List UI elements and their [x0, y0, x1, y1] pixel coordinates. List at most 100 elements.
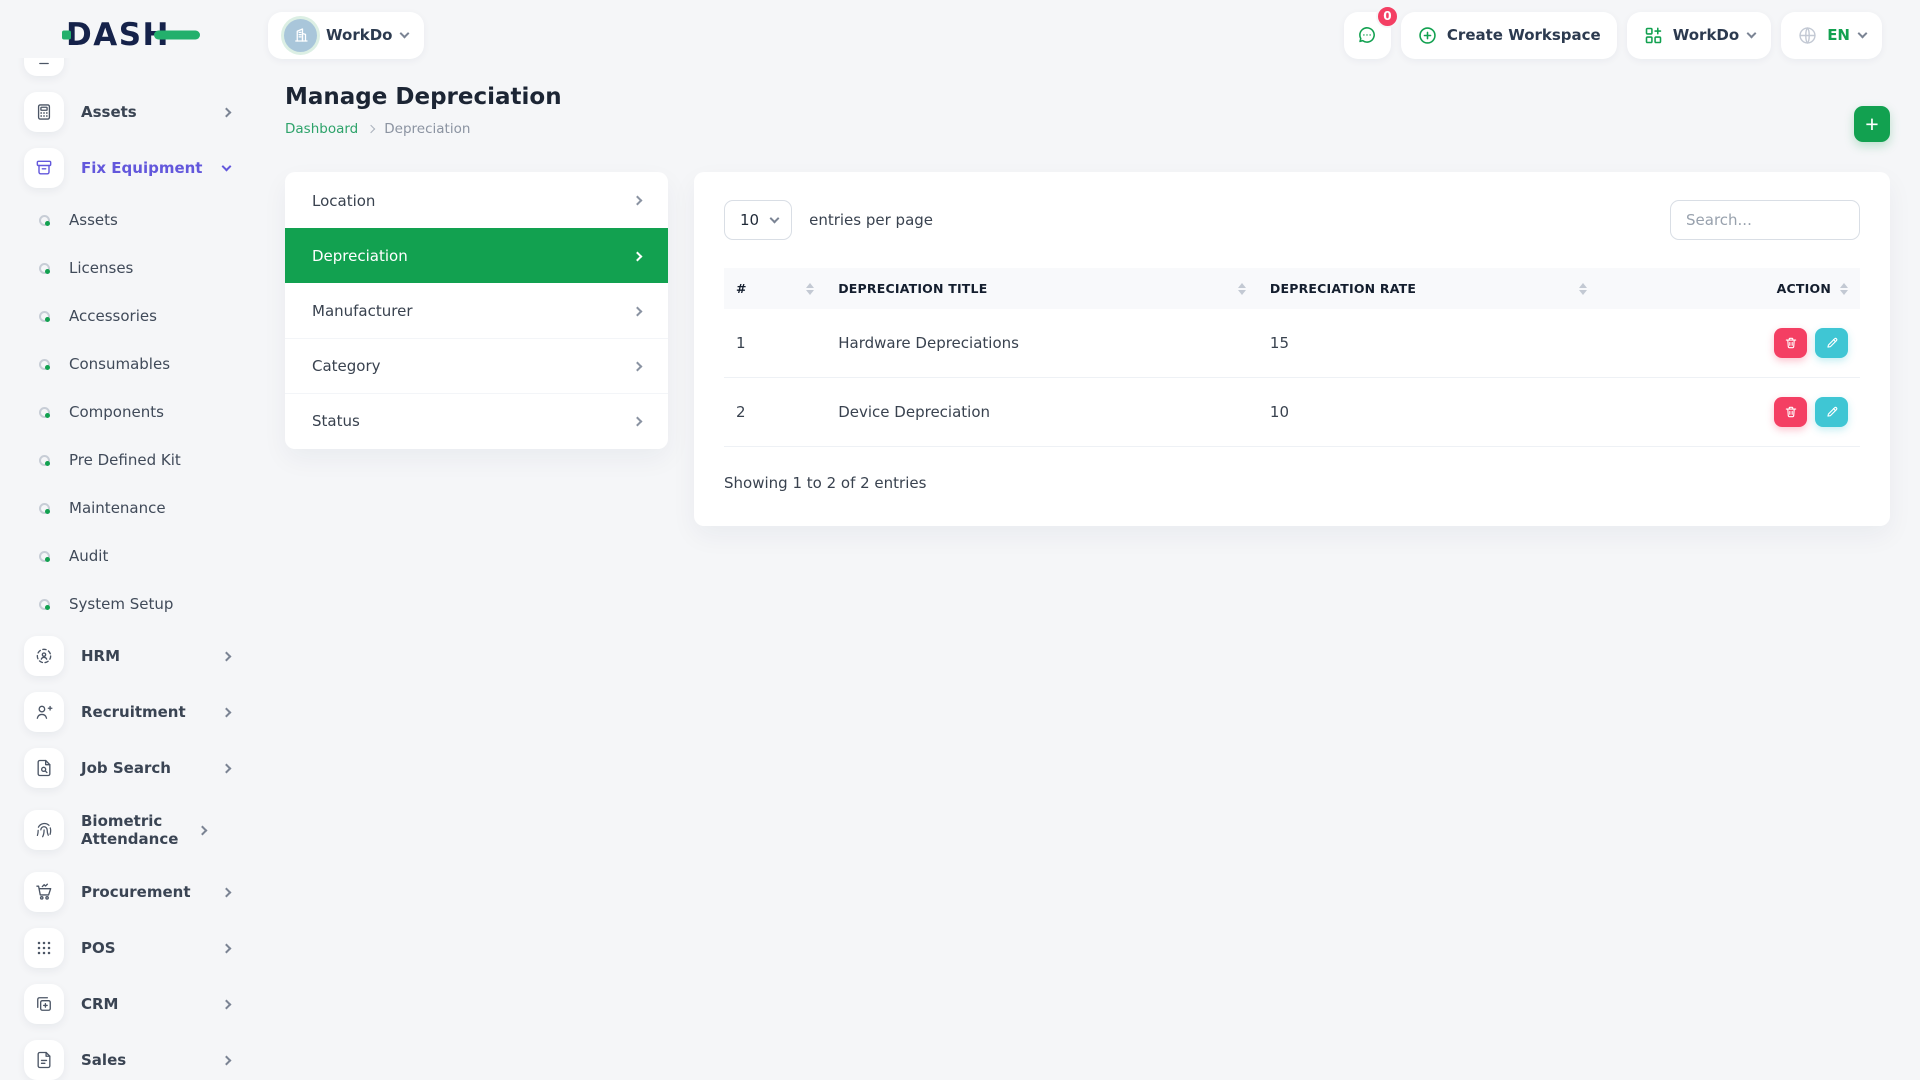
trash-icon [1785, 337, 1796, 349]
chevron-down-icon [400, 28, 410, 39]
chevron-down-icon [1857, 28, 1868, 39]
table-controls: 10 entries per page [724, 200, 1860, 240]
bullet-icon [39, 406, 50, 418]
sidebar-subitem-consumables[interactable]: Consumables [24, 340, 262, 388]
bullet-icon [39, 310, 50, 322]
entries-per-page-label: entries per page [809, 211, 934, 229]
sidebar-subitem-maintenance[interactable]: Maintenance [24, 484, 262, 532]
sidebar-subitem-audit[interactable]: Audit [24, 532, 262, 580]
chevron-right-icon [221, 999, 232, 1009]
page-header: Manage Depreciation Dashboard Depreciati… [285, 84, 1890, 142]
workspace-avatar [284, 18, 317, 52]
entries-per-page-select[interactable]: 10 [724, 200, 793, 240]
search-input[interactable] [1670, 200, 1860, 240]
setup-submenu-card: Location Depreciation Manufacturer Categ… [285, 172, 668, 449]
submenu-item-location[interactable]: Location [285, 173, 668, 228]
chevron-right-icon [221, 651, 232, 661]
column-header-action[interactable]: ACTION [1598, 268, 1860, 309]
trash-icon [1785, 406, 1796, 418]
chevron-right-icon [221, 943, 232, 953]
column-header-depreciation-rate[interactable]: DEPRECIATION RATE [1257, 268, 1599, 309]
bullet-icon [39, 598, 50, 610]
messages-button[interactable]: 0 [1343, 4, 1399, 59]
sort-icon [1237, 282, 1246, 295]
table-row: 1 Hardware Depreciations 15 [724, 309, 1860, 378]
sidebar-subitem-pre-defined-kit[interactable]: Pre Defined Kit [24, 436, 262, 484]
sidebar-item-hrm[interactable]: HRM [24, 628, 262, 684]
row-title: Device Depreciation [826, 377, 1258, 447]
depreciation-table-card: 10 entries per page # DEPRECIAT [694, 172, 1890, 526]
user-plus-icon [24, 692, 64, 732]
sidebar-subitem-licenses[interactable]: Licenses [24, 244, 262, 292]
edit-button[interactable] [1815, 397, 1848, 427]
document-icon [24, 1040, 64, 1080]
document-search-icon [24, 748, 64, 788]
submenu-item-category[interactable]: Category [285, 338, 668, 393]
sidebar-subitem-components[interactable]: Components [24, 388, 262, 436]
sidebar-item-partial[interactable] [24, 58, 262, 84]
pencil-icon [1826, 337, 1837, 348]
sidebar-item-fix-equipment[interactable]: Fix Equipment [24, 140, 262, 196]
content-row: Location Depreciation Manufacturer Categ… [285, 172, 1890, 526]
breadcrumb-dashboard-link[interactable]: Dashboard [285, 120, 359, 137]
sort-icon [806, 282, 815, 295]
bullet-icon [39, 262, 50, 274]
sort-icon [1840, 282, 1848, 295]
workspace-selector[interactable]: WorkDo [268, 11, 425, 59]
sidebar-subitem-system-setup[interactable]: System Setup [24, 580, 262, 628]
submenu-item-status[interactable]: Status [285, 393, 668, 448]
chevron-right-icon [632, 251, 643, 261]
create-workspace-button[interactable]: Create Workspace [1400, 11, 1617, 59]
app-menu-button[interactable]: WorkDo [1626, 11, 1772, 59]
table-summary: Showing 1 to 2 of 2 entries [724, 474, 927, 492]
table-row: 2 Device Depreciation 10 [724, 377, 1860, 447]
chevron-right-icon [632, 195, 643, 206]
breadcrumb: Dashboard Depreciation [285, 121, 562, 137]
sidebar-item-pos[interactable]: POS [24, 920, 262, 976]
language-selector[interactable]: EN [1781, 11, 1882, 59]
sidebar-item-crm[interactable]: CRM [24, 976, 262, 1032]
pencil-icon [1826, 406, 1837, 417]
chevron-down-icon [221, 161, 232, 172]
column-header-depreciation-title[interactable]: DEPRECIATION TITLE [826, 268, 1258, 309]
create-workspace-label: Create Workspace [1446, 26, 1601, 44]
chevron-down-icon [1746, 28, 1757, 39]
sidebar-item-label: Assets [81, 103, 137, 121]
sidebar-item-job-search[interactable]: Job Search [24, 740, 262, 796]
sidebar-item-assets[interactable]: Assets [24, 84, 262, 140]
add-depreciation-button[interactable]: + [1854, 106, 1890, 142]
delete-button[interactable] [1774, 397, 1807, 427]
copy-plus-icon [24, 984, 64, 1024]
chat-badge: 0 [1375, 4, 1399, 28]
chevron-right-icon [221, 107, 232, 117]
grid-plus-icon [1645, 27, 1662, 43]
fingerprint-icon [24, 810, 64, 850]
sidebar-item-recruitment[interactable]: Recruitment [24, 684, 262, 740]
sidebar-item-sales[interactable]: Sales [24, 1032, 262, 1080]
chevron-right-icon [221, 763, 232, 773]
topbar-actions: 0 Create Workspace WorkDo EN [1343, 4, 1882, 59]
top-bar: DASH WorkDo 0 Create Workspace WorkDo EN [0, 0, 1920, 70]
row-rate: 15 [1257, 309, 1599, 378]
sidebar-item-biometric-attendance[interactable]: Biometric Attendance [24, 796, 262, 864]
column-header-num[interactable]: # [724, 268, 827, 309]
sidebar-item-procurement[interactable]: Procurement [24, 864, 262, 920]
main-content: Manage Depreciation Dashboard Depreciati… [285, 84, 1890, 526]
cart-icon [24, 872, 64, 912]
row-actions [1774, 328, 1848, 358]
bullet-icon [39, 550, 50, 562]
submenu-item-manufacturer[interactable]: Manufacturer [285, 283, 668, 338]
delete-button[interactable] [1774, 328, 1807, 358]
row-number: 2 [724, 377, 827, 447]
logo-text: DASH [66, 16, 170, 53]
chevron-right-icon [197, 825, 208, 835]
building-icon [294, 28, 308, 42]
chevron-right-icon [221, 707, 232, 717]
chevron-right-icon [632, 306, 643, 316]
chevron-right-icon [632, 416, 643, 426]
edit-button[interactable] [1815, 328, 1848, 358]
sidebar-subitem-accessories[interactable]: Accessories [24, 292, 262, 340]
sidebar-subitem-assets[interactable]: Assets [24, 196, 262, 244]
app-menu-label: WorkDo [1672, 26, 1740, 44]
submenu-item-depreciation[interactable]: Depreciation [285, 228, 668, 283]
